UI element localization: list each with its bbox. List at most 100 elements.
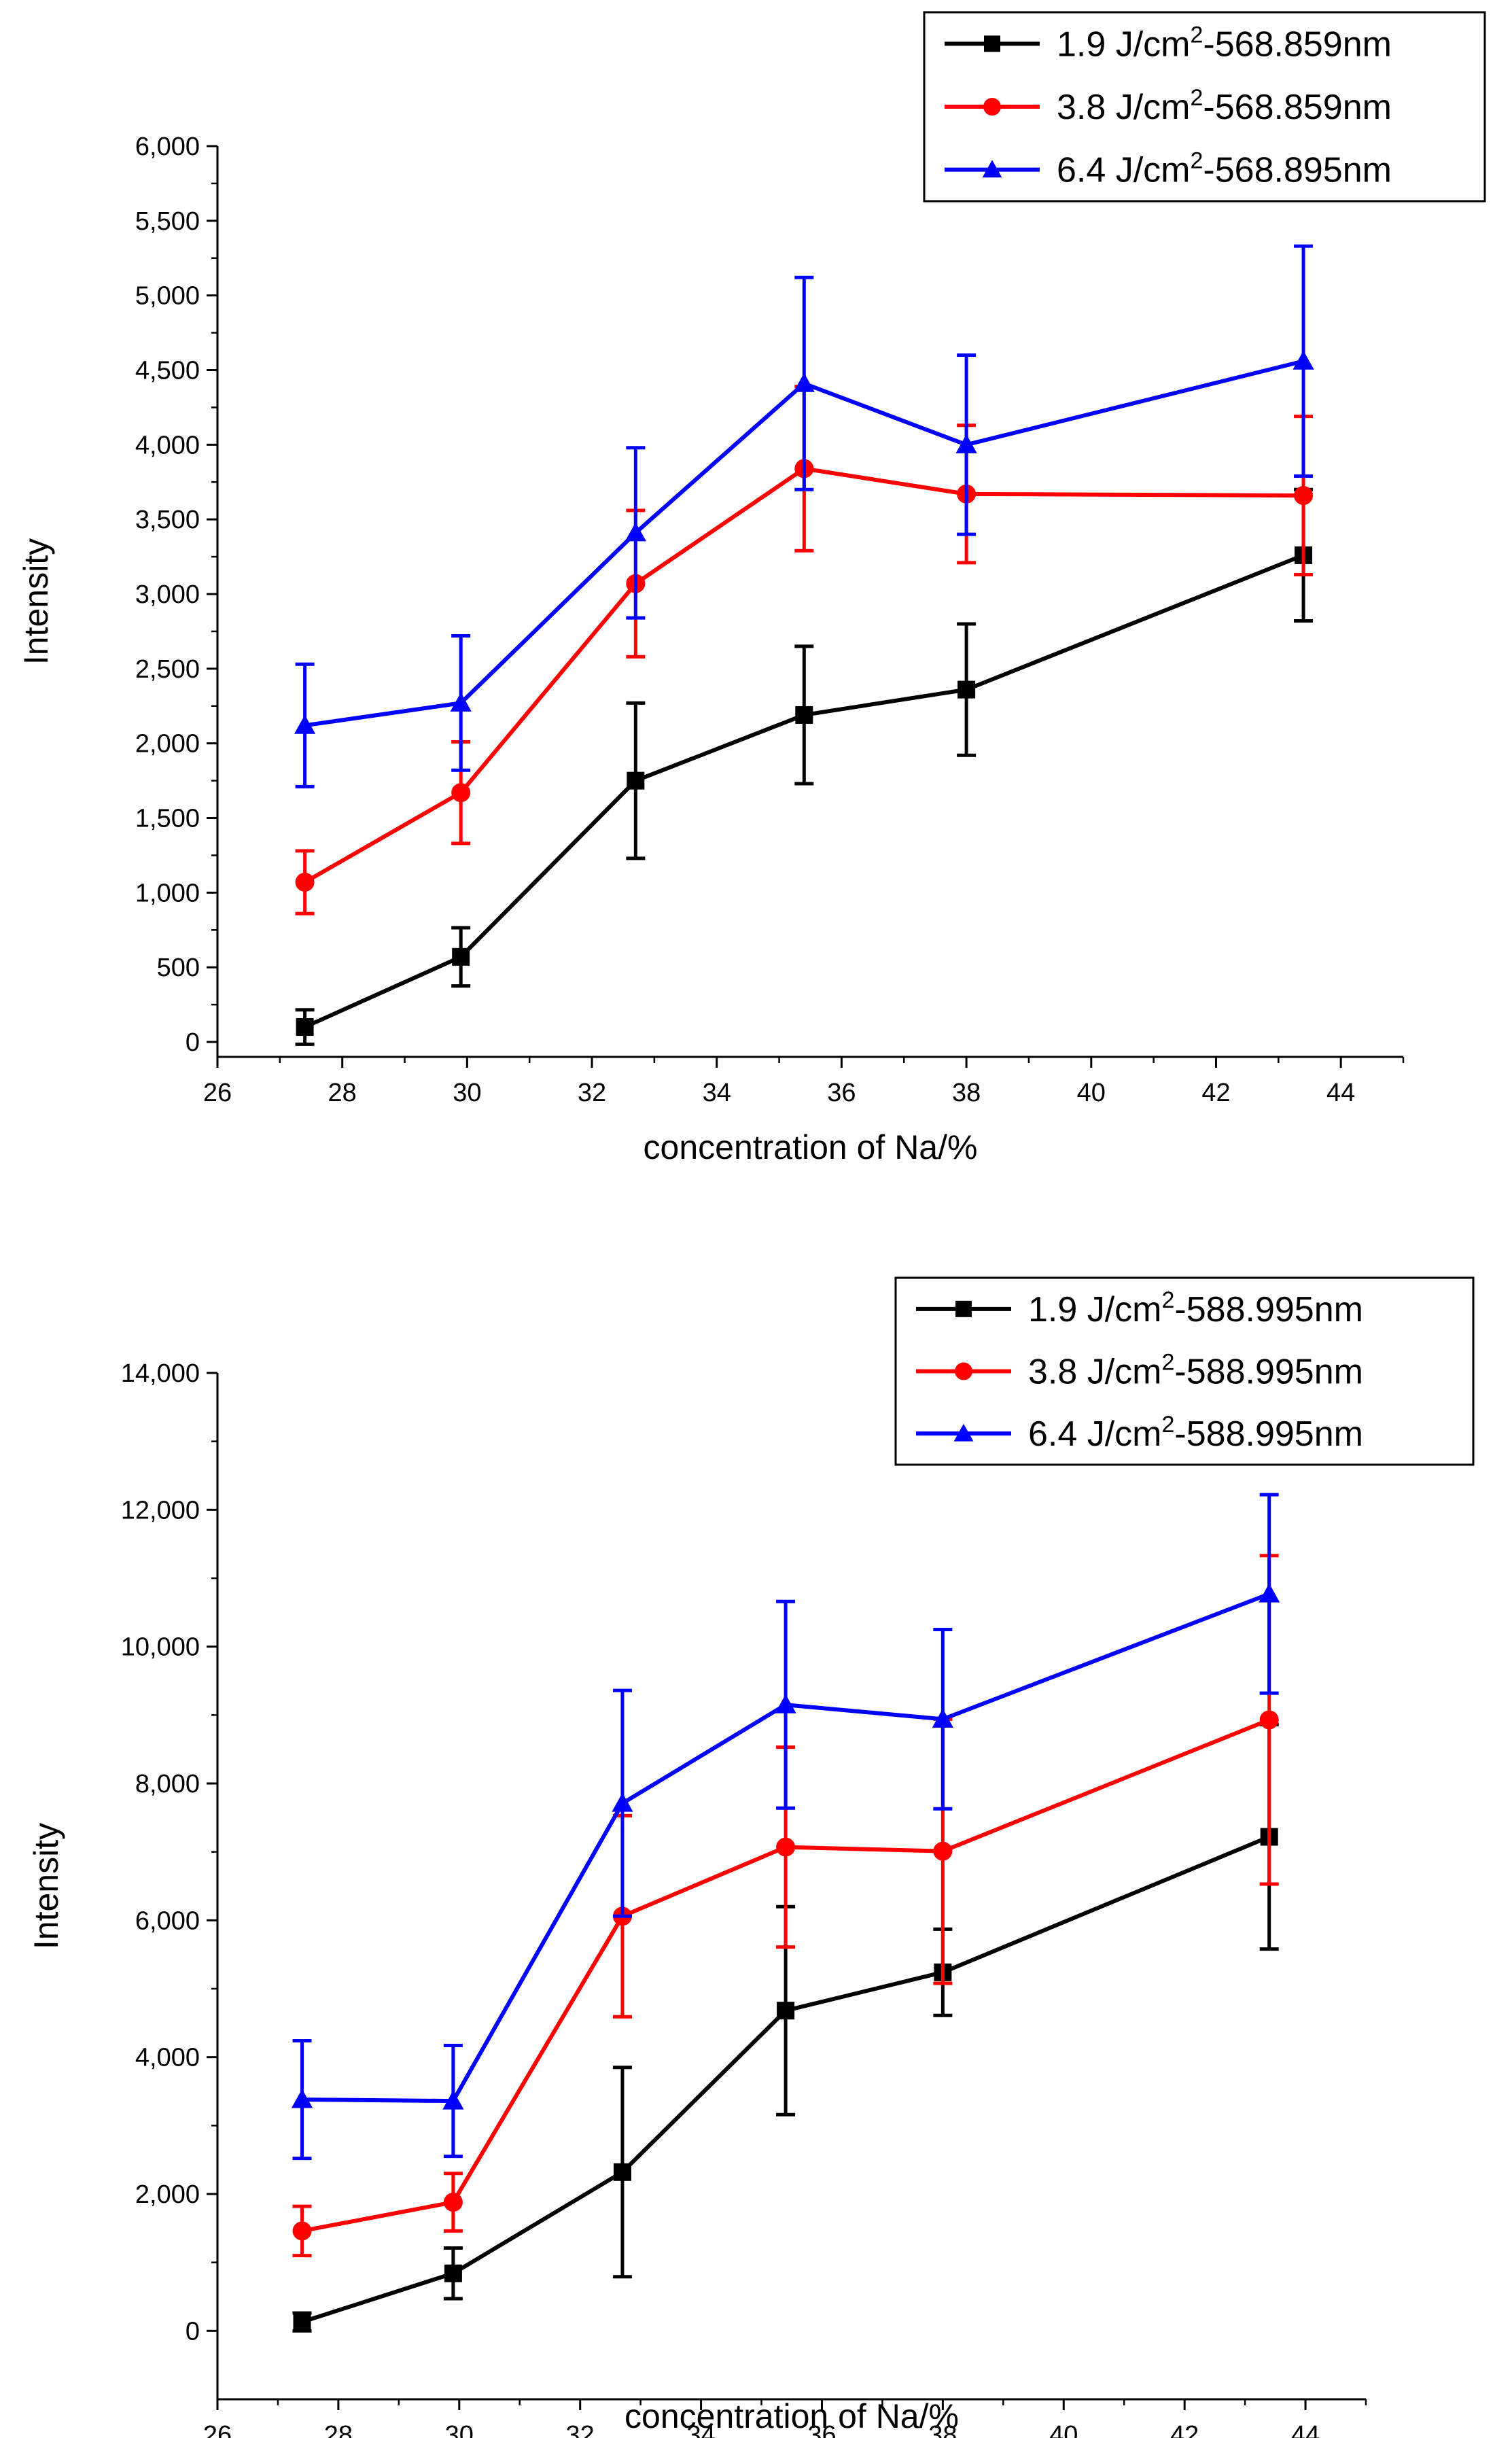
y-tick-label: 500 <box>157 954 200 982</box>
x-tick-label: 44 <box>1291 2421 1320 2438</box>
x-tick-label: 36 <box>807 2421 836 2438</box>
marker-circle <box>776 1837 796 1857</box>
legend-label-superscript: 2 <box>1162 1412 1175 1438</box>
y-axis-label: Intensity <box>17 538 55 665</box>
marker-triangle <box>955 434 977 453</box>
x-tick-label: 38 <box>952 1079 981 1107</box>
bottom-chart: 0 2,000 4,000 6,000 8,000 10,000 12,000 14,000 2… <box>27 1276 1475 2438</box>
legend-label-text: 1.9 J/cm <box>1057 24 1191 64</box>
x-tick-label: 30 <box>445 2421 474 2438</box>
marker-circle <box>955 1362 972 1380</box>
marker-square <box>627 771 645 790</box>
y-tick-label: 3,500 <box>135 506 200 534</box>
marker-triangle <box>612 1792 633 1812</box>
x-tick-label: 34 <box>703 1079 731 1107</box>
legend-label-text: -568.859nm <box>1203 88 1392 127</box>
legend-label-superscript: 2 <box>1191 148 1203 174</box>
series-line <box>301 1718 1270 2233</box>
series-line <box>301 1834 1270 2324</box>
y-tick-label: 1,500 <box>135 805 200 833</box>
legend-label-text: -588.995nm <box>1174 1414 1363 1454</box>
x-tick-label: 38 <box>928 2421 957 2438</box>
y-tick-label: 2,000 <box>135 730 200 759</box>
marker-triangle <box>450 692 472 712</box>
legend-label-superscript: 2 <box>1162 1287 1175 1313</box>
marker-triangle <box>442 2090 464 2110</box>
marker-triangle <box>1259 1583 1280 1603</box>
marker-circle <box>292 2221 312 2241</box>
legend-label: 1.9 J/cm2-568.859nm <box>1057 22 1392 64</box>
marker-circle <box>1259 1710 1279 1730</box>
y-tick-label: 8,000 <box>135 1770 200 1798</box>
legend-label-text: 3.8 J/cm <box>1028 1353 1162 1392</box>
marker-triangle <box>982 160 1002 178</box>
y-tick-label: 2,500 <box>135 655 200 684</box>
marker-square <box>777 2002 795 2020</box>
x-tick-label: 32 <box>578 1079 606 1107</box>
marker-circle <box>295 872 315 892</box>
marker-triangle <box>793 372 815 392</box>
y-tick-label: 12,000 <box>121 1496 200 1525</box>
y-tick-label: 14,000 <box>121 1359 200 1388</box>
y-tick-label: 0 <box>186 1028 200 1057</box>
marker-triangle <box>291 2089 313 2108</box>
x-axis-label: concentration of Na/% <box>625 2397 959 2435</box>
legend-label-text: 6.4 J/cm <box>1057 151 1191 190</box>
marker-square <box>293 2313 311 2331</box>
y-tick-label: 6,000 <box>135 133 200 161</box>
marker-circle <box>933 1841 953 1861</box>
marker-circle <box>1294 486 1314 506</box>
marker-circle <box>983 98 1001 116</box>
marker-triangle <box>932 1708 953 1728</box>
y-tick-label: 4,000 <box>135 2044 200 2072</box>
legend-label-text: -588.995nm <box>1174 1290 1363 1329</box>
marker-square <box>613 2163 631 2181</box>
legend-label: 3.8 J/cm2-588.995nm <box>1028 1350 1363 1392</box>
y-tick-label: 1,000 <box>135 879 200 907</box>
top-chart: 0 500 1,000 1,500 2,000 2,500 3,000 3,500 4,000 4… <box>17 11 1486 1166</box>
x-tick-label: 26 <box>203 1079 232 1107</box>
y-axis-label: Intensity <box>27 1823 65 1949</box>
x-axis-label: concentration of Na/% <box>644 1128 978 1166</box>
legend-label-text: -568.859nm <box>1203 24 1392 64</box>
marker-square <box>955 1300 972 1317</box>
legend-label-text: 3.8 J/cm <box>1057 88 1191 127</box>
y-tick-label: 5,000 <box>135 282 200 311</box>
marker-triangle <box>294 714 316 734</box>
x-tick-label: 28 <box>324 2421 353 2438</box>
x-tick-label: 30 <box>453 1079 481 1107</box>
legend-label-superscript: 2 <box>1191 22 1203 48</box>
marker-square <box>957 680 976 699</box>
y-tick-label: 5,500 <box>135 207 200 236</box>
marker-circle <box>451 783 471 803</box>
series-line <box>304 553 1305 1029</box>
legend-label-text: 6.4 J/cm <box>1028 1414 1162 1454</box>
legend-label: 1.9 J/cm2-588.995nm <box>1028 1287 1363 1329</box>
y-tick-label: 3,000 <box>135 580 200 609</box>
y-tick-label: 6,000 <box>135 1906 200 1935</box>
y-tick-label: 4,000 <box>135 431 200 459</box>
series-line <box>304 359 1304 728</box>
marker-triangle <box>1293 350 1314 370</box>
x-tick-label: 42 <box>1170 2421 1199 2438</box>
marker-circle <box>443 2193 463 2212</box>
marker-square <box>444 2264 462 2282</box>
x-tick-label: 36 <box>827 1079 856 1107</box>
y-tick-label: 0 <box>186 2317 200 2346</box>
x-tick-label: 26 <box>203 2421 232 2438</box>
legend-label: 3.8 J/cm2-568.859nm <box>1057 85 1392 127</box>
marker-square <box>795 706 813 724</box>
x-tick-label: 28 <box>328 1079 357 1107</box>
legend-label: 6.4 J/cm2-568.895nm <box>1057 148 1392 190</box>
marker-square <box>984 35 1000 52</box>
marker-triangle <box>625 522 646 542</box>
legend-label-text: -588.995nm <box>1174 1353 1363 1392</box>
x-tick-label: 44 <box>1326 1079 1355 1107</box>
y-tick-label: 2,000 <box>135 2180 200 2209</box>
marker-triangle <box>775 1694 796 1713</box>
legend-box <box>923 11 1486 203</box>
series-line <box>304 466 1304 884</box>
marker-square <box>296 1018 314 1037</box>
legend-label-text: 1.9 J/cm <box>1028 1290 1162 1329</box>
